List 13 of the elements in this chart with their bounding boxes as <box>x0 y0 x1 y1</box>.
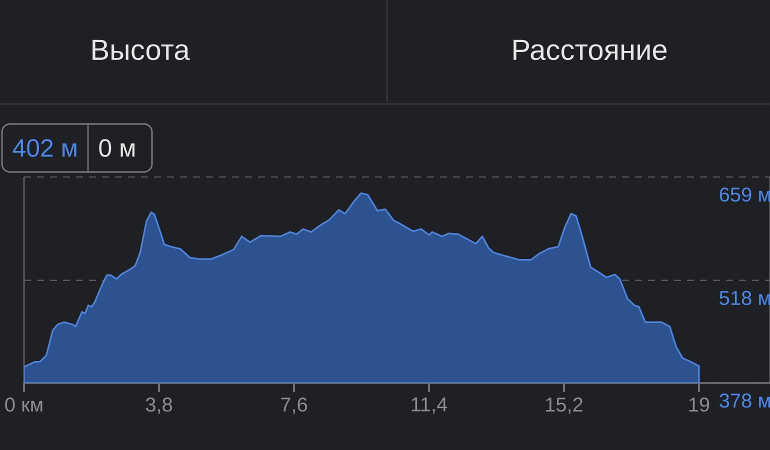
x-tick-label: 3,8 <box>146 398 172 414</box>
y-tick-label: 518 м <box>720 290 770 306</box>
x-tick-label: 11,4 <box>412 398 448 414</box>
x-tick-label: 0 км <box>5 398 42 412</box>
y-tick-label: 659 м <box>720 188 770 202</box>
text: 402 м <box>12 139 76 157</box>
x-tick-label: 19 <box>689 398 710 412</box>
y-tick-label: 378 м <box>720 394 770 408</box>
y-axis-title: Высота <box>92 40 190 60</box>
x-tick-label: 7,6 <box>281 398 308 414</box>
text: 0 м <box>99 139 134 157</box>
x-axis-title: Расстояние <box>514 40 667 60</box>
x-tick-label: 15,2 <box>546 398 582 414</box>
